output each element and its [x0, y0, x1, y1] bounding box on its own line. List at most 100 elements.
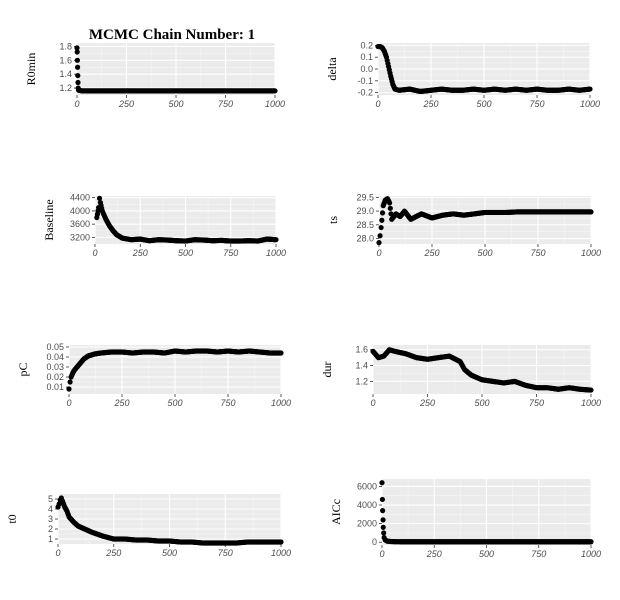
series-points	[74, 45, 278, 94]
x-tick-label: 500	[162, 548, 177, 558]
x-tick-label: 500	[479, 549, 494, 559]
x-tick-label: 500	[167, 398, 182, 408]
series-points	[379, 480, 594, 545]
y-tick-label: 1	[48, 534, 53, 544]
x-tick-label: 750	[531, 549, 546, 559]
x-tick-label: 0	[370, 398, 375, 408]
panel-delta: 0 250 500 750 1000 -0.2 -0.1 0.0 0.1 0.2 delta	[325, 40, 600, 109]
panel-r0min: 0 250 500 750 1000 1.2 1.4 1.6 1.8 R0min	[24, 41, 285, 109]
x-tick-label: 0	[66, 398, 71, 408]
x-tick-label: 1000	[581, 549, 601, 559]
panel-ts: 0 250 500 750 1000 28.0 28.5 29.0 29.5 ts	[326, 192, 601, 258]
x-tick-label: 1000	[271, 548, 291, 558]
data-point	[387, 200, 393, 206]
data-point	[380, 524, 386, 530]
x-tick-label: 1000	[581, 398, 601, 408]
y-tick-label: 0.03	[46, 362, 64, 372]
y-tick-label: 3600	[70, 219, 90, 229]
y-tick-label: 0.02	[46, 372, 64, 382]
y-tick-label: 0	[372, 537, 377, 547]
data-point	[74, 64, 81, 70]
y-tick-label: 28.5	[356, 220, 374, 230]
x-tick-label: 750	[218, 548, 233, 558]
y-tick-label: 1.2	[59, 83, 72, 93]
x-tick-label: 250	[426, 549, 442, 559]
x-tick-label: 500	[476, 99, 491, 109]
data-point	[75, 79, 81, 86]
data-point	[74, 49, 80, 55]
y-tick-label: 29.0	[356, 206, 374, 216]
y-tick-label: 4000	[70, 206, 90, 216]
data-point	[387, 205, 393, 211]
y-tick-label: 4000	[357, 500, 377, 510]
x-tick-label: 750	[529, 99, 544, 109]
data-point	[379, 217, 385, 223]
y-axis-title-pc: pC	[16, 362, 30, 376]
x-tick-label: 1000	[581, 248, 601, 258]
y-tick-label: 2000	[357, 519, 377, 529]
series-points	[66, 348, 284, 392]
data-point	[379, 480, 385, 486]
y-axis-title-aicc: AICc	[329, 499, 343, 525]
x-tick-label: 1000	[265, 99, 285, 109]
data-point	[380, 508, 386, 514]
data-point	[278, 350, 284, 356]
y-axis-title-dur: dur	[320, 362, 334, 378]
y-tick-label: 4400	[70, 193, 90, 203]
y-tick-label: 5	[48, 494, 53, 504]
x-tick-label: 1000	[271, 398, 291, 408]
x-tick-label: 750	[223, 248, 238, 258]
data-point	[378, 224, 384, 231]
data-point	[587, 86, 593, 92]
y-tick-label: 1.4	[355, 361, 368, 371]
y-tick-label: 0.04	[46, 352, 64, 362]
x-tick-label: 250	[422, 99, 438, 109]
y-axis-title-ts: ts	[326, 216, 340, 224]
x-tick-label: 500	[178, 248, 193, 258]
x-tick-label: 1000	[266, 248, 286, 258]
x-tick-label: 0	[375, 99, 380, 109]
data-point	[273, 237, 279, 243]
x-tick-label: 250	[419, 398, 435, 408]
x-tick-label: 750	[529, 398, 544, 408]
data-point	[67, 379, 73, 385]
data-point	[377, 233, 383, 239]
data-point	[379, 496, 386, 503]
data-point	[66, 386, 72, 392]
x-tick-label: 0	[379, 549, 384, 559]
y-tick-label: 28.0	[356, 234, 374, 244]
x-tick-label: 1000	[580, 99, 600, 109]
y-tick-label: 3200	[70, 232, 90, 242]
series-points	[94, 195, 279, 244]
data-point	[96, 195, 103, 201]
data-point	[75, 72, 81, 79]
x-tick-label: 750	[218, 99, 233, 109]
x-tick-label: 250	[113, 398, 129, 408]
panel-dur: 0 250 500 750 1000 1.2 1.4 1.6 dur	[320, 345, 601, 408]
x-tick-label: 500	[477, 248, 492, 258]
data-point	[381, 530, 387, 536]
data-point	[278, 539, 284, 545]
x-tick-label: 750	[220, 398, 235, 408]
y-tick-label: 1.8	[59, 41, 72, 51]
y-tick-label: 3	[48, 514, 53, 524]
y-tick-label: 0.2	[360, 40, 373, 50]
y-tick-label: 6000	[357, 481, 377, 491]
y-tick-label: 0.01	[46, 382, 64, 392]
y-tick-label: 1.6	[59, 55, 72, 65]
y-tick-label: 0.0	[360, 64, 373, 74]
data-point	[380, 517, 386, 523]
x-tick-label: 0	[55, 548, 60, 558]
x-tick-label: 250	[423, 248, 439, 258]
x-tick-label: 0	[74, 99, 79, 109]
x-tick-label: 0	[92, 248, 97, 258]
data-point	[376, 240, 382, 246]
series-points	[376, 196, 594, 246]
x-tick-label: 250	[118, 99, 134, 109]
data-point	[56, 501, 62, 507]
series-points	[375, 43, 593, 95]
data-point	[74, 57, 80, 63]
panel-baseline: 0 250 500 750 1000 3200 3600 4000 4400 Baseline	[42, 193, 286, 258]
